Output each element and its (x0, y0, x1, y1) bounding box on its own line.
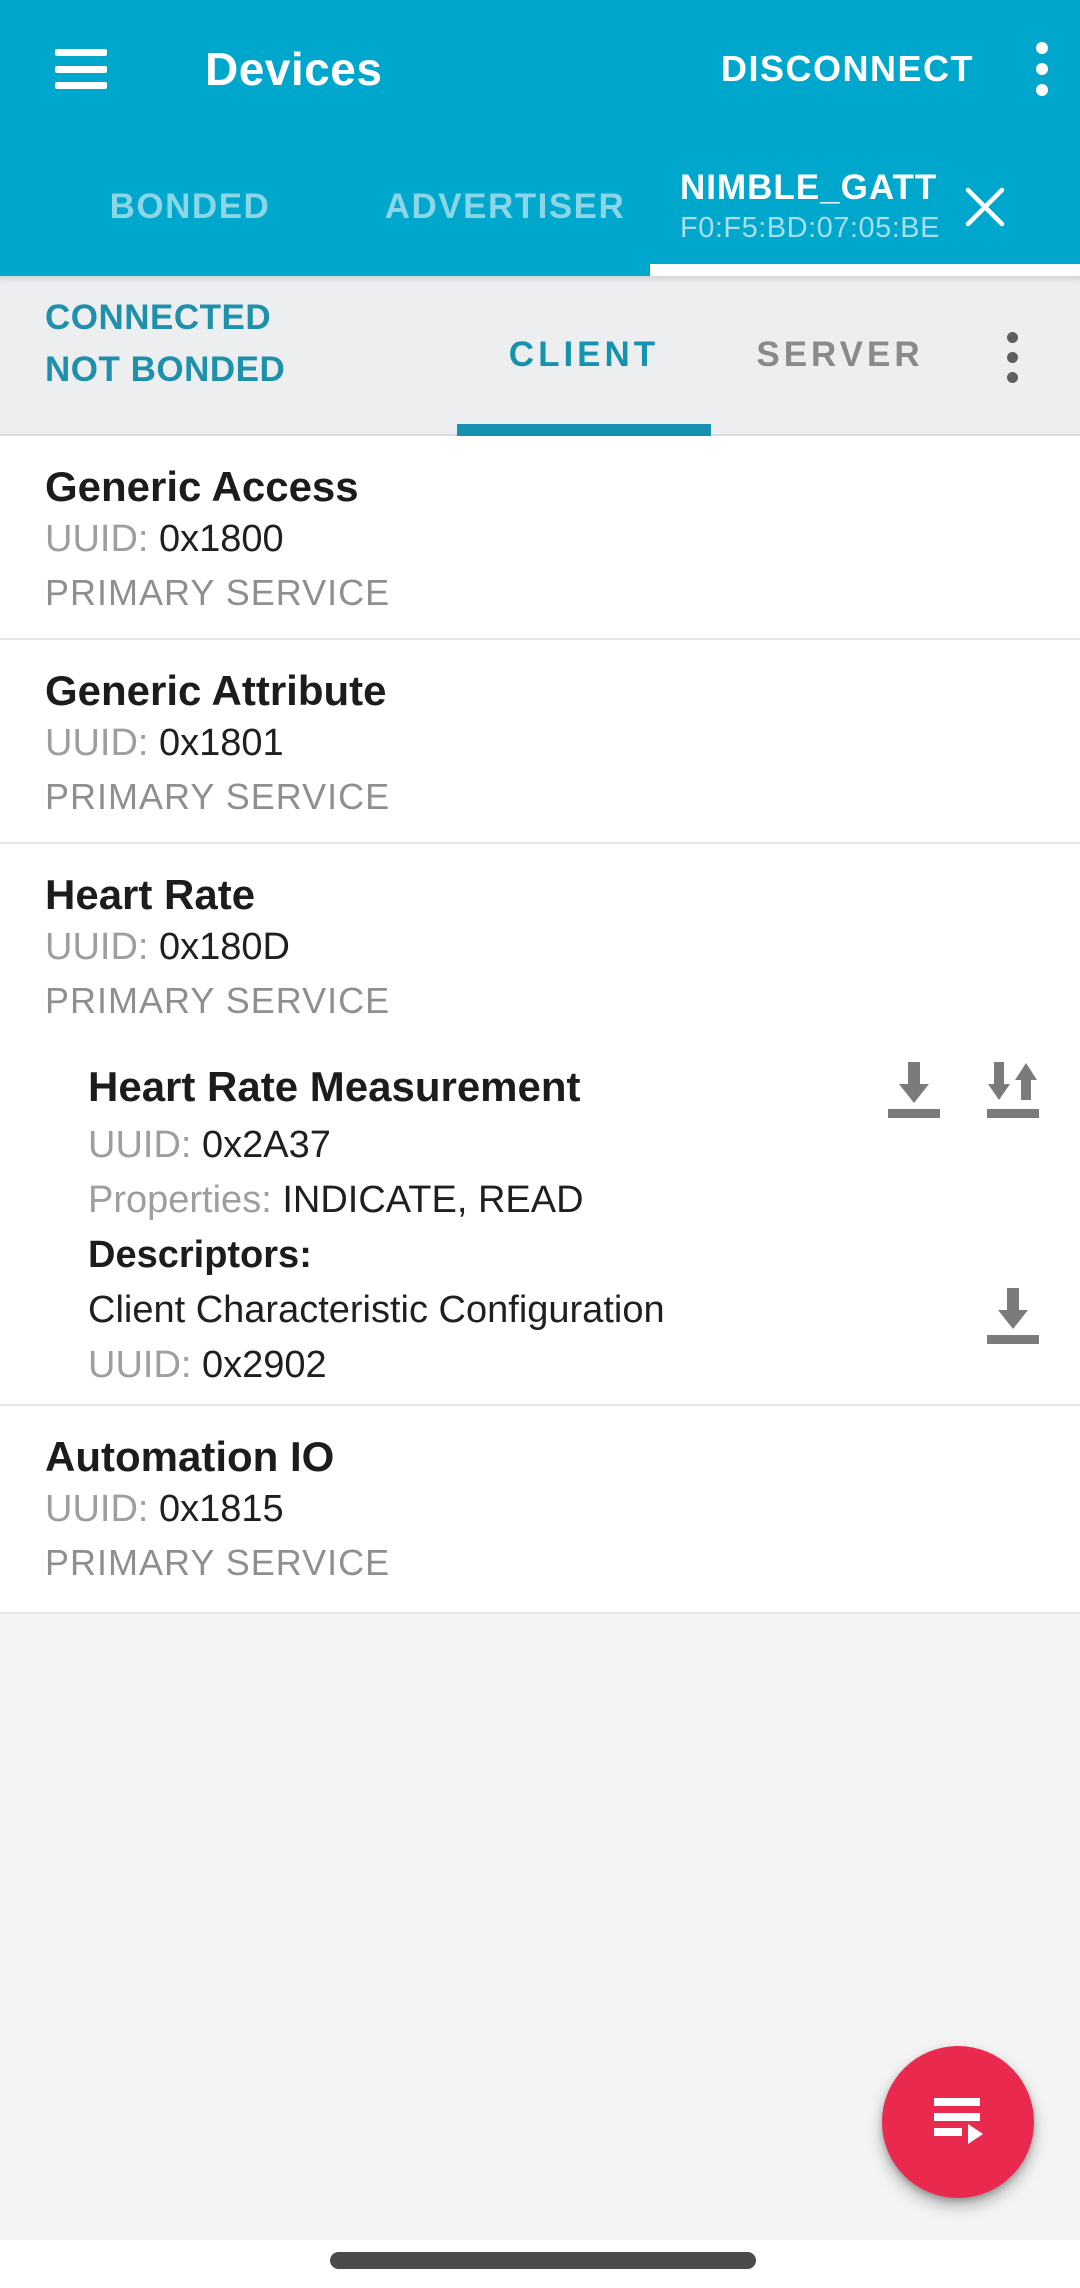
uuid-label: UUID: (45, 1488, 149, 1530)
device-name: NIMBLE_GATT (680, 168, 938, 208)
tab-advertiser-label: ADVERTISER (384, 187, 626, 226)
service-uuid-line: UUID: 0x180D (45, 920, 1080, 975)
uuid-label: UUID: (45, 926, 149, 968)
descriptor-name: Client Characteristic Configuration (88, 1289, 665, 1331)
characteristic-name: Heart Rate Measurement (88, 1063, 581, 1110)
service-type: PRIMARY SERVICE (45, 572, 391, 613)
tab-bonded-label: BONDED (109, 187, 271, 226)
tab-client[interactable]: CLIENT (508, 335, 660, 374)
device-mac-address: F0:F5:BD:07:05:BE (680, 212, 940, 245)
connection-status-block: CONNECTED NOT BONDED (45, 298, 285, 390)
service-name: Automation IO (45, 1433, 335, 1480)
uuid-value: 0x1815 (159, 1488, 284, 1530)
service-uuid-line: UUID: 0x1801 (45, 716, 1080, 771)
service-automation-io[interactable]: Automation IO UUID: 0x1815 PRIMARY SERVI… (0, 1406, 1080, 1614)
uuid-value: 0x2A37 (202, 1124, 331, 1166)
service-name: Heart Rate (45, 871, 256, 918)
service-type: PRIMARY SERVICE (45, 980, 391, 1021)
characteristic-uuid-line: UUID: 0x2A37 (88, 1118, 1080, 1173)
service-uuid-line: UUID: 0x1815 (45, 1482, 1080, 1537)
service-name: Generic Access (45, 463, 359, 510)
gesture-navigation-bar[interactable] (330, 2252, 756, 2269)
uuid-value: 0x180D (159, 926, 290, 968)
service-type: PRIMARY SERVICE (45, 1542, 391, 1583)
uuid-value: 0x1801 (159, 722, 284, 764)
playlist-play-icon (933, 2097, 983, 2147)
service-uuid-line: UUID: 0x1800 (45, 512, 1080, 567)
system-nav-area (0, 2240, 1080, 2288)
service-name: Generic Attribute (45, 667, 387, 714)
uuid-label: UUID: (88, 1344, 192, 1386)
device-tab-bar: BONDED ADVERTISER NIMBLE_GATT F0:F5:BD:0… (0, 138, 1080, 276)
open-log-fab[interactable] (882, 2046, 1034, 2198)
tab-server[interactable]: SERVER (756, 335, 924, 374)
connection-status-bar: CONNECTED NOT BONDED CLIENT SERVER (0, 276, 1080, 436)
properties-value: INDICATE, READ (282, 1179, 584, 1221)
read-value-icon[interactable] (885, 1060, 943, 1125)
hamburger-menu-icon[interactable] (55, 49, 107, 89)
tab-advertiser[interactable]: ADVERTISER (360, 138, 650, 276)
uuid-label: UUID: (45, 722, 149, 764)
bond-status: NOT BONDED (45, 350, 286, 389)
connection-status: CONNECTED (45, 298, 272, 337)
service-type: PRIMARY SERVICE (45, 776, 391, 817)
app-bar-actions: DISCONNECT (721, 36, 1080, 102)
uuid-value: 0x2902 (202, 1344, 327, 1386)
service-heart-rate[interactable]: Heart Rate UUID: 0x180D PRIMARY SERVICE (0, 844, 1080, 1034)
indicate-subscribe-icon[interactable] (984, 1060, 1042, 1125)
descriptor-uuid-line: UUID: 0x2902 (88, 1338, 1080, 1393)
page-title: Devices (205, 43, 383, 95)
client-tab-indicator (457, 424, 711, 436)
gatt-services-list: Generic Access UUID: 0x1800 PRIMARY SERV… (0, 436, 1080, 1614)
services-kebab-menu-icon[interactable] (997, 326, 1028, 389)
properties-label: Properties: (88, 1179, 272, 1221)
disconnect-button[interactable]: DISCONNECT (721, 38, 974, 100)
service-generic-access[interactable]: Generic Access UUID: 0x1800 PRIMARY SERV… (0, 436, 1080, 640)
descriptors-label: Descriptors: (88, 1234, 312, 1276)
characteristic-properties-line: Properties: INDICATE, READ (88, 1173, 1080, 1228)
close-icon[interactable] (962, 184, 1008, 230)
app-bar: Devices DISCONNECT (0, 0, 1080, 138)
uuid-label: UUID: (45, 518, 149, 560)
active-tab-indicator (650, 264, 1080, 276)
tab-device-nimble-gatt[interactable]: NIMBLE_GATT F0:F5:BD:07:05:BE (650, 138, 1080, 276)
read-descriptor-icon[interactable] (984, 1286, 1042, 1351)
uuid-label: UUID: (88, 1124, 192, 1166)
characteristic-heart-rate-measurement[interactable]: Heart Rate Measurement UUID: 0x2A37 Prop… (0, 1034, 1080, 1406)
uuid-value: 0x1800 (159, 518, 284, 560)
service-generic-attribute[interactable]: Generic Attribute UUID: 0x1801 PRIMARY S… (0, 640, 1080, 844)
kebab-menu-icon[interactable] (1026, 36, 1058, 102)
device-tab-text: NIMBLE_GATT F0:F5:BD:07:05:BE (680, 168, 940, 246)
tab-bonded[interactable]: BONDED (30, 138, 350, 276)
